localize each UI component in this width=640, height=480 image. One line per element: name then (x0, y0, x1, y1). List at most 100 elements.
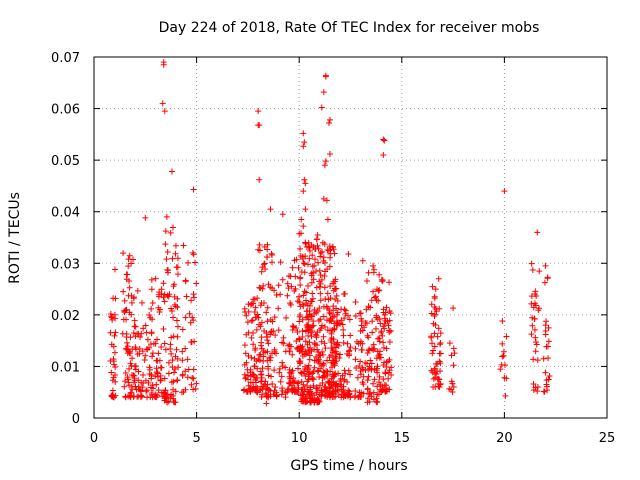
data-point (295, 379, 302, 386)
data-point (326, 307, 333, 314)
data-point (531, 300, 538, 307)
data-point (190, 366, 197, 373)
data-point (371, 266, 378, 273)
data-point (359, 364, 366, 371)
data-point (272, 332, 279, 339)
data-point (541, 279, 548, 286)
data-point (140, 325, 147, 332)
data-point (247, 369, 254, 376)
data-point (277, 291, 284, 298)
data-point (260, 299, 267, 306)
data-point (380, 339, 387, 346)
data-point (450, 384, 457, 391)
data-point (359, 257, 366, 264)
data-point (366, 398, 373, 405)
data-point (333, 350, 340, 357)
data-point (153, 357, 160, 364)
data-point (304, 382, 311, 389)
data-point (170, 369, 177, 376)
data-point (258, 342, 265, 349)
data-point (386, 329, 393, 336)
data-point (542, 262, 549, 269)
y-tick-label: 0.03 (51, 257, 80, 272)
data-point (261, 260, 268, 267)
data-point (345, 251, 352, 258)
data-point (370, 396, 377, 403)
data-point (341, 367, 348, 374)
data-point (531, 315, 538, 322)
data-point (381, 382, 388, 389)
data-point (121, 383, 128, 390)
data-point (142, 214, 149, 221)
data-point (189, 374, 196, 381)
data-point (312, 256, 318, 263)
data-point (126, 252, 133, 259)
data-point (380, 306, 387, 313)
data-point (172, 353, 179, 360)
data-point (262, 349, 269, 356)
data-point (286, 341, 293, 348)
data-point (126, 284, 133, 291)
data-point (304, 341, 311, 348)
data-point (126, 309, 133, 316)
data-point (297, 303, 304, 310)
data-point (289, 322, 296, 329)
data-point (324, 357, 331, 364)
data-point (363, 306, 370, 313)
data-point (352, 299, 359, 306)
data-point (372, 325, 379, 332)
data-point (145, 379, 152, 386)
data-point (346, 390, 353, 397)
data-point (532, 288, 539, 295)
data-point (131, 377, 138, 384)
data-point (297, 347, 304, 354)
grid-lines (94, 57, 607, 418)
data-point (376, 271, 383, 278)
data-point (112, 371, 119, 378)
data-point (250, 341, 257, 348)
data-point (320, 89, 327, 96)
data-point (329, 314, 336, 321)
data-point (161, 298, 168, 305)
data-point (297, 369, 304, 376)
data-point (108, 369, 115, 376)
data-point (433, 371, 440, 378)
data-point (379, 278, 386, 285)
data-point (109, 316, 116, 323)
data-point (265, 340, 272, 347)
data-point (172, 399, 179, 406)
data-point (335, 342, 342, 349)
data-point (144, 394, 151, 401)
data-point (110, 343, 117, 350)
data-point (258, 393, 265, 400)
data-point (318, 104, 325, 111)
data-point (169, 255, 176, 262)
data-point (189, 314, 196, 321)
data-point (245, 353, 252, 360)
data-point (124, 271, 131, 278)
data-point (258, 371, 265, 378)
data-point (294, 329, 301, 336)
data-point (437, 330, 444, 337)
data-point (296, 358, 303, 365)
data-point (125, 263, 132, 270)
data-point (303, 314, 310, 321)
data-point (120, 288, 127, 295)
data-point (251, 373, 258, 380)
data-point (430, 347, 437, 354)
data-point (259, 386, 266, 393)
data-point (190, 386, 197, 393)
data-point (168, 168, 175, 175)
data-point (315, 399, 322, 406)
data-point (381, 137, 388, 144)
data-point (340, 291, 347, 298)
data-point (264, 246, 271, 253)
data-point (129, 355, 136, 362)
data-point (300, 188, 307, 195)
data-point (336, 354, 343, 361)
data-point (110, 358, 117, 365)
data-point (380, 151, 387, 158)
data-point (164, 249, 171, 256)
data-point (305, 282, 312, 289)
data-point (277, 378, 284, 385)
